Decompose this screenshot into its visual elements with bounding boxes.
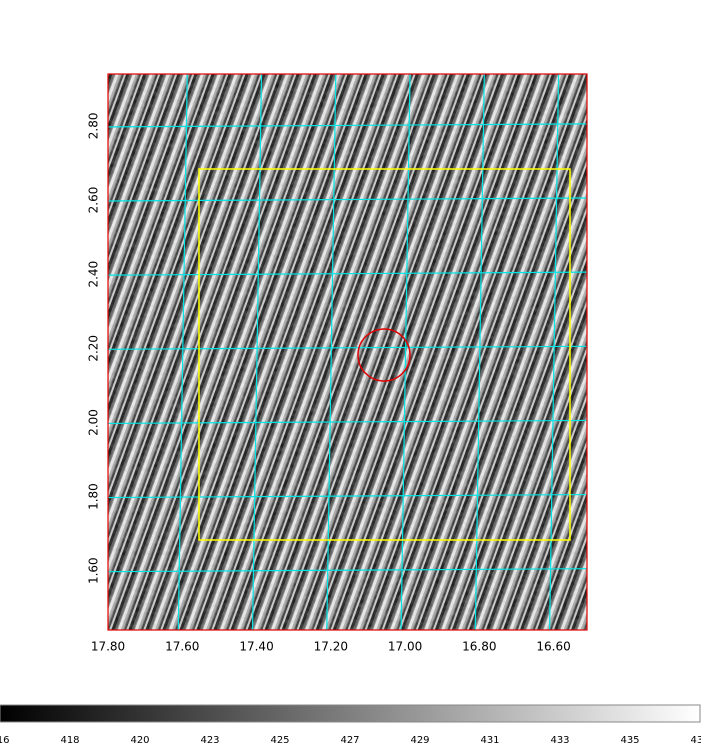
grid-line — [177, 73, 188, 631]
grid-line — [107, 419, 588, 425]
grid-line — [326, 73, 337, 631]
colorbar-label: 420 — [130, 735, 149, 746]
colorbar-label: 416 — [0, 735, 10, 746]
y-tick-label: 2.20 — [87, 335, 101, 362]
colorbar-label: 435 — [620, 735, 639, 746]
grid-line — [474, 73, 485, 631]
colorbar-label: 425 — [270, 735, 289, 746]
colorbar — [0, 704, 701, 723]
x-tick-label: 17.40 — [239, 640, 273, 654]
y-tick-label: 1.80 — [87, 483, 101, 510]
grid-line — [107, 123, 588, 128]
grid-line — [251, 73, 263, 631]
grid-line — [107, 568, 588, 573]
y-tick-label: 2.00 — [87, 409, 101, 436]
sky-image — [108, 74, 587, 630]
x-tick-label: 17.80 — [91, 640, 125, 654]
colorbar-label: 429 — [410, 735, 429, 746]
colorbar-label: 423 — [200, 735, 219, 746]
region-box — [198, 168, 571, 541]
grid-line — [107, 493, 588, 499]
colorbar-label: 433 — [550, 735, 569, 746]
x-tick-label: 17.00 — [388, 640, 422, 654]
grid-line — [400, 73, 411, 631]
y-tick-label: 2.80 — [87, 113, 101, 140]
colorbar-label: 427 — [340, 735, 359, 746]
y-tick-label: 2.40 — [87, 261, 101, 288]
grid-line — [107, 197, 588, 202]
region-circle — [357, 328, 411, 382]
x-tick-label: 16.80 — [462, 640, 496, 654]
y-tick-label: 2.60 — [87, 187, 101, 214]
colorbar-label: 437 — [690, 735, 701, 746]
x-tick-label: 16.60 — [536, 640, 570, 654]
x-tick-label: 17.20 — [314, 640, 348, 654]
grid-line — [107, 345, 588, 350]
y-tick-label: 1.60 — [87, 557, 101, 584]
x-tick-label: 17.60 — [165, 640, 199, 654]
colorbar-label: 418 — [60, 735, 79, 746]
grid-line — [548, 73, 560, 631]
grid-line — [107, 271, 588, 276]
frame — [107, 73, 588, 631]
colorbar-label: 431 — [480, 735, 499, 746]
